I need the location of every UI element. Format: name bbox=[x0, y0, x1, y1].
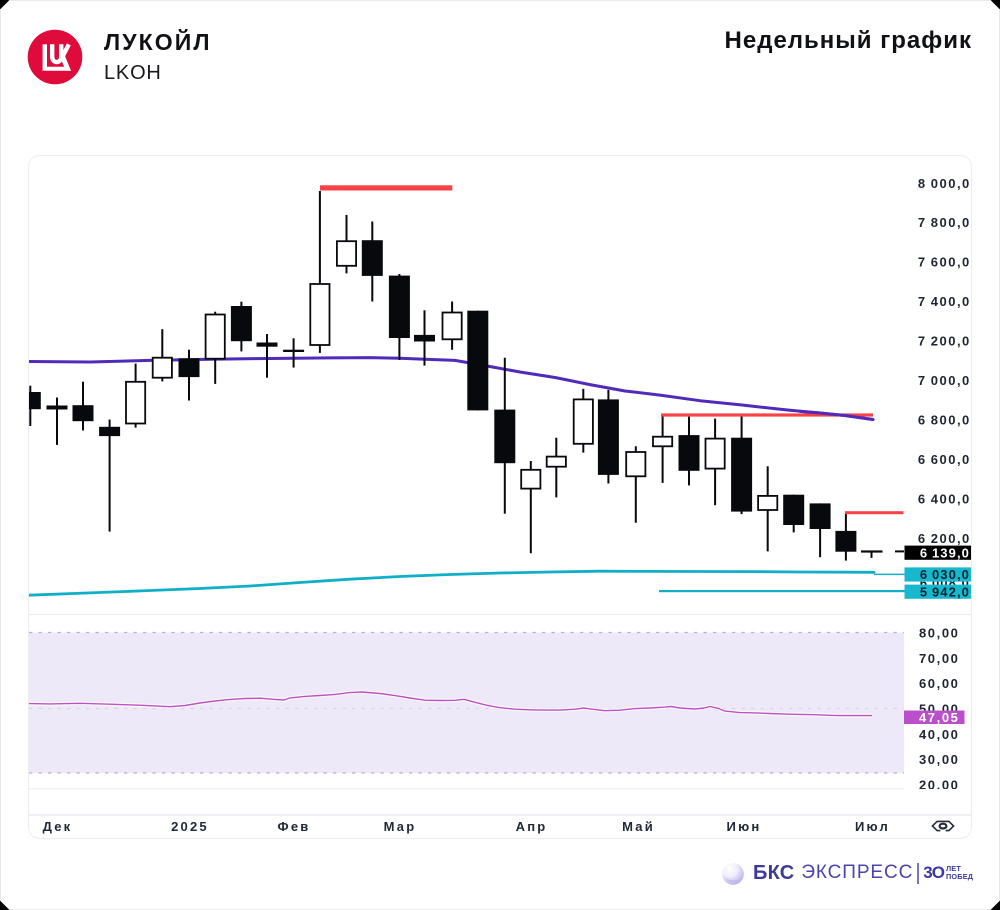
svg-text:Июн: Июн bbox=[727, 819, 762, 834]
svg-text:6 200,0: 6 200,0 bbox=[918, 531, 971, 546]
svg-text:47,05: 47,05 bbox=[919, 710, 960, 725]
svg-text:7 400,0: 7 400,0 bbox=[918, 294, 971, 309]
svg-text:8 000,0: 8 000,0 bbox=[918, 176, 971, 191]
svg-text:20,00: 20,00 bbox=[919, 777, 960, 792]
svg-text:Фев: Фев bbox=[278, 819, 311, 834]
svg-text:80,00: 80,00 bbox=[919, 626, 960, 641]
svg-text:Июл: Июл bbox=[855, 819, 890, 834]
svg-text:5 942,0: 5 942,0 bbox=[920, 584, 970, 599]
svg-text:6 030,0: 6 030,0 bbox=[920, 567, 970, 582]
svg-text:7 000,0: 7 000,0 bbox=[918, 373, 971, 388]
svg-text:2025: 2025 bbox=[171, 819, 209, 834]
svg-text:70,00: 70,00 bbox=[919, 651, 960, 666]
svg-text:40,00: 40,00 bbox=[919, 727, 960, 742]
svg-text:30,00: 30,00 bbox=[919, 752, 960, 767]
svg-text:6 400,0: 6 400,0 bbox=[918, 491, 971, 506]
svg-text:6 139,0: 6 139,0 bbox=[920, 545, 970, 560]
svg-text:Апр: Апр bbox=[516, 819, 548, 834]
svg-text:Дек: Дек bbox=[43, 819, 73, 834]
svg-text:Май: Май bbox=[622, 819, 655, 834]
svg-text:7 200,0: 7 200,0 bbox=[918, 334, 971, 349]
svg-text:6 600,0: 6 600,0 bbox=[918, 452, 971, 467]
svg-text:Мар: Мар bbox=[384, 819, 417, 834]
svg-text:6 800,0: 6 800,0 bbox=[918, 413, 971, 428]
svg-text:7 600,0: 7 600,0 bbox=[918, 255, 971, 270]
svg-text:7 800,0: 7 800,0 bbox=[918, 215, 971, 230]
svg-text:60,00: 60,00 bbox=[919, 676, 960, 691]
